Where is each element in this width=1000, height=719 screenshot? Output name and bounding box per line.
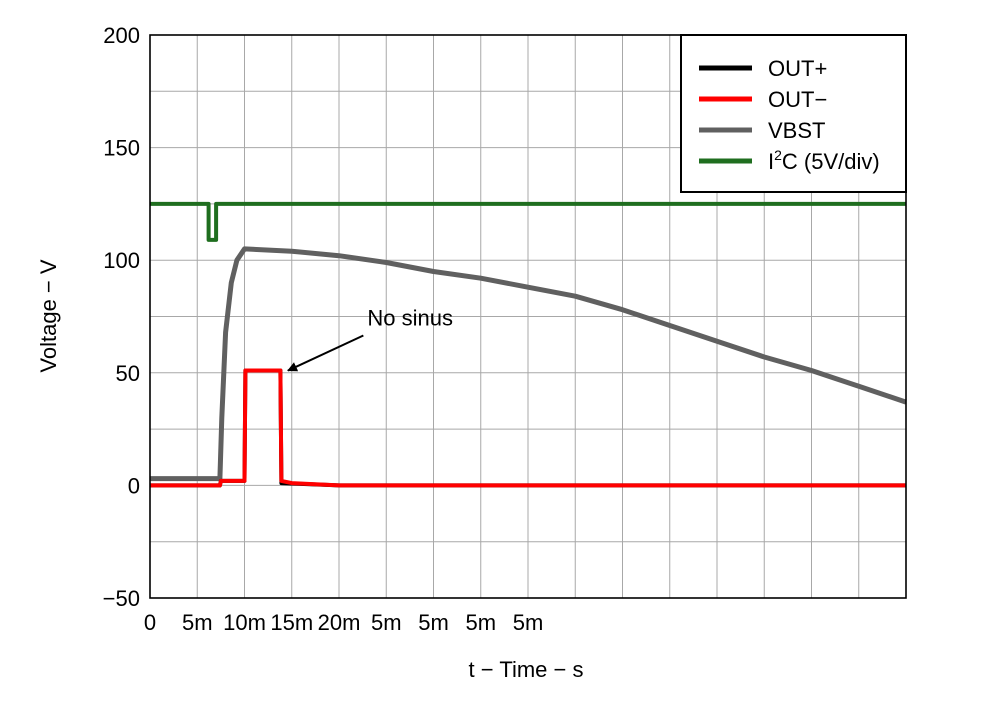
x-tick-label: 15m (270, 610, 313, 635)
legend-label: I2C (5V/div) (768, 147, 880, 174)
annotations: No sinus (287, 306, 453, 372)
legend-box (680, 34, 907, 193)
legend-label: VBST (768, 118, 825, 143)
legend-label: OUT− (768, 87, 827, 112)
series-line (150, 201, 906, 242)
x-tick-label: 5m (182, 610, 213, 635)
y-tick-label: 100 (103, 248, 140, 273)
annotation-arrow (287, 334, 364, 372)
y-tick-label: 0 (128, 473, 140, 498)
x-tick-label: 5m (418, 610, 449, 635)
x-tick-label: 5m (513, 610, 544, 635)
y-axis: −50 0 50 100 150 200 (103, 23, 140, 611)
y-axis-label: Voltage − V (36, 259, 61, 372)
y-tick-label: 50 (116, 361, 140, 386)
x-tick-label: 10m (223, 610, 266, 635)
legend: OUT+ OUT− VBST I2C (5V/div) (680, 34, 907, 193)
y-tick-label: 200 (103, 23, 140, 48)
annotation-label: No sinus (367, 306, 453, 331)
x-axis: 0 5m 10m 15m 20m 5m 5m 5m 5m (144, 610, 543, 635)
x-tick-label: 0 (144, 610, 156, 635)
legend-label: OUT+ (768, 56, 827, 81)
plot-frame (149, 34, 907, 599)
x-axis-label: t − Time − s (469, 657, 584, 682)
series-layer (150, 201, 907, 488)
x-tick-label: 5m (465, 610, 496, 635)
series-line (150, 368, 906, 488)
y-tick-label: −50 (103, 586, 140, 611)
x-tick-label: 20m (318, 610, 361, 635)
x-tick-label: 5m (371, 610, 402, 635)
y-tick-label: 150 (103, 136, 140, 161)
series-line (150, 246, 907, 482)
